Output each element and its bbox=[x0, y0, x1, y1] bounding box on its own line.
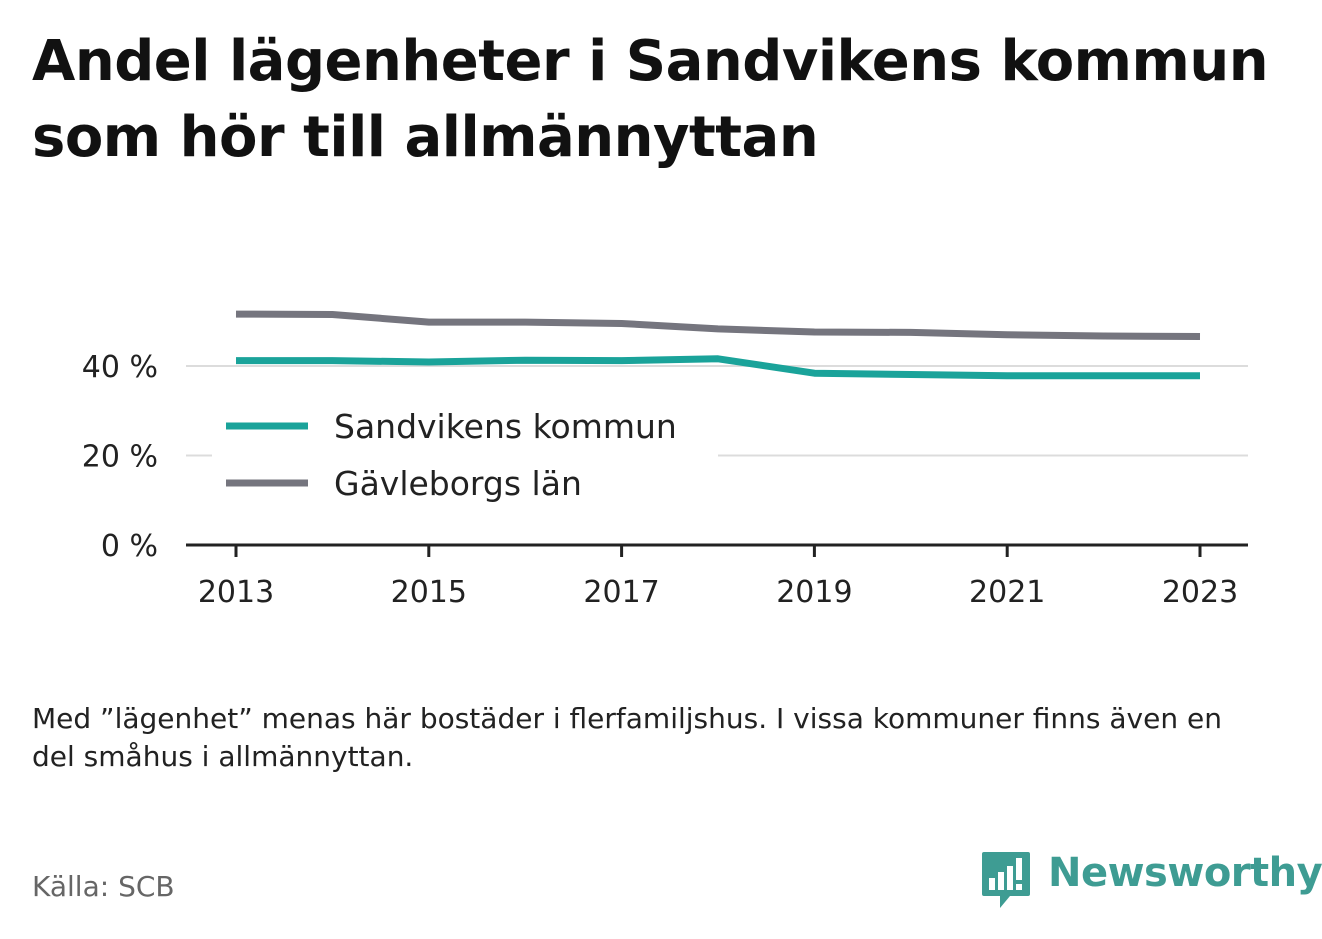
series-line-gavleborg bbox=[235, 310, 1201, 340]
series-line-sandviken bbox=[236, 355, 1200, 380]
legend-background bbox=[212, 398, 718, 508]
x-axis-ticks: 2013 2015 2017 2019 2021 2023 bbox=[198, 545, 1238, 610]
legend-label-sandviken: Sandvikens kommun bbox=[334, 407, 677, 446]
brand-name: Newsworthy bbox=[1048, 850, 1322, 896]
y-tick-label: 40 % bbox=[82, 350, 158, 385]
x-tick-label: 2017 bbox=[583, 575, 659, 610]
newsworthy-logo-icon bbox=[982, 852, 1030, 908]
source-label: Källa: SCB bbox=[32, 870, 175, 903]
x-tick-label: 2019 bbox=[776, 575, 852, 610]
legend-label-gavleborg: Gävleborgs län bbox=[334, 464, 582, 503]
x-tick-label: 2015 bbox=[391, 575, 467, 610]
y-tick-label: 20 % bbox=[82, 440, 158, 475]
legend: Sandvikens kommun Gävleborgs län bbox=[212, 398, 718, 508]
y-axis-ticks: 0 % 20 % 40 % bbox=[82, 350, 158, 564]
x-tick-label: 2021 bbox=[969, 575, 1045, 610]
x-tick-label: 2013 bbox=[198, 575, 274, 610]
chart-note: Med ”lägenhet” menas här bostäder i fler… bbox=[32, 702, 1222, 773]
y-tick-label: 0 % bbox=[101, 529, 158, 564]
newsworthy-logo: Newsworthy bbox=[980, 848, 1322, 912]
chart-title: Andel lägenheter i Sandvikens kommun som… bbox=[32, 29, 1269, 170]
x-tick-label: 2023 bbox=[1162, 575, 1238, 610]
series-lines bbox=[235, 310, 1201, 380]
